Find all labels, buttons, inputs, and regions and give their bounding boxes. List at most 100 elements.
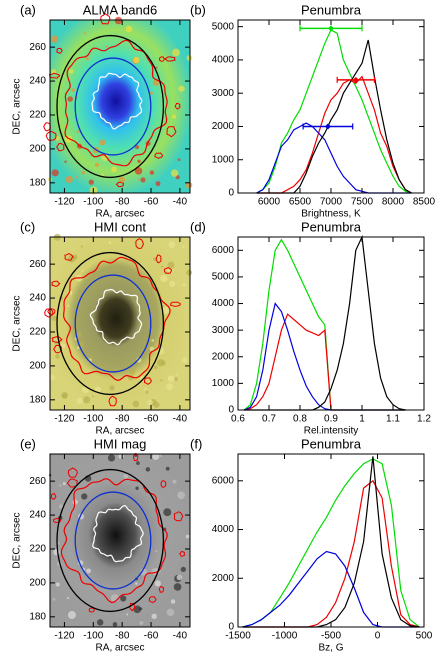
map-texture bbox=[161, 265, 164, 268]
map-texture bbox=[101, 153, 109, 162]
red-contour bbox=[67, 467, 78, 478]
x-tick-label: -80 bbox=[115, 631, 130, 642]
red-contour bbox=[50, 493, 57, 500]
x-tick-label: -500 bbox=[321, 631, 341, 642]
map-texture bbox=[135, 486, 139, 490]
map-texture bbox=[126, 613, 129, 616]
plot-frame bbox=[49, 236, 191, 411]
y-tick-label: 2000 bbox=[212, 573, 235, 584]
x-tick-label: 8000 bbox=[382, 197, 405, 208]
map-texture bbox=[152, 453, 160, 460]
y-tick-label: 0 bbox=[228, 188, 234, 199]
x-tick-label: 1.1 bbox=[386, 414, 400, 425]
map-texture bbox=[169, 280, 176, 287]
x-tick-label: 0.7 bbox=[262, 414, 276, 425]
map-texture bbox=[163, 508, 172, 517]
map bbox=[48, 452, 190, 627]
panel-label: (a) bbox=[20, 2, 36, 17]
y-tick-label: 220 bbox=[29, 110, 46, 121]
panel-title: Penumbra bbox=[301, 219, 362, 234]
map-texture bbox=[155, 181, 161, 187]
x-tick-label: 0 bbox=[375, 631, 381, 642]
map-texture bbox=[180, 566, 186, 573]
map-texture bbox=[172, 114, 177, 119]
map-texture bbox=[151, 339, 155, 342]
y-tick-label: 2000 bbox=[212, 121, 235, 132]
map-texture bbox=[145, 467, 151, 472]
map-texture bbox=[81, 493, 88, 500]
map-texture bbox=[172, 48, 180, 57]
panel-label: (f) bbox=[190, 436, 202, 451]
y-tick-label: 3000 bbox=[212, 325, 235, 336]
map-texture bbox=[100, 173, 104, 177]
x-tick-label: 7500 bbox=[351, 197, 374, 208]
panel-title: HMI mag bbox=[94, 436, 147, 451]
red-contour bbox=[155, 254, 162, 264]
outer-ellipse bbox=[56, 34, 165, 179]
map-texture bbox=[71, 88, 76, 93]
y-tick-label: 260 bbox=[29, 476, 46, 487]
x-axis-label: Bz, G bbox=[318, 643, 343, 654]
map-texture bbox=[94, 386, 102, 393]
red-contour bbox=[179, 550, 186, 557]
x-tick-label: -40 bbox=[173, 631, 188, 642]
red-contour bbox=[43, 122, 51, 132]
map-texture bbox=[107, 454, 116, 462]
red-contour bbox=[158, 585, 165, 593]
map-texture bbox=[138, 178, 141, 181]
map-texture bbox=[69, 69, 74, 74]
map-texture bbox=[64, 160, 67, 163]
map-texture bbox=[50, 35, 59, 43]
red-contour bbox=[64, 253, 74, 261]
map-texture bbox=[59, 504, 64, 509]
map-texture bbox=[81, 170, 86, 175]
map-texture bbox=[86, 568, 91, 574]
y-axis-label: DEC, arcsec bbox=[12, 295, 23, 351]
map-texture bbox=[182, 283, 186, 287]
red-contour bbox=[160, 480, 167, 488]
x-tick-label: -1500 bbox=[225, 631, 251, 642]
red-contour bbox=[45, 130, 57, 141]
map-texture bbox=[83, 32, 86, 35]
map-texture bbox=[67, 304, 70, 307]
red-contour bbox=[56, 142, 65, 152]
x-tick-label: -60 bbox=[144, 414, 159, 425]
y-tick-label: 260 bbox=[29, 42, 46, 53]
map-texture bbox=[52, 598, 56, 601]
x-tick-label: -60 bbox=[144, 197, 159, 208]
map-texture bbox=[153, 365, 158, 370]
map-texture bbox=[168, 241, 176, 248]
red-contour bbox=[173, 511, 184, 522]
map-texture bbox=[85, 56, 89, 61]
map-texture bbox=[120, 595, 127, 602]
y-tick-label: 0 bbox=[228, 622, 234, 633]
map-texture bbox=[181, 357, 188, 363]
histogram-line bbox=[243, 302, 406, 411]
map-texture bbox=[153, 401, 160, 408]
y-tick-label: 200 bbox=[29, 144, 46, 155]
panel-title: Penumbra bbox=[301, 2, 362, 17]
y-tick-label: 260 bbox=[29, 259, 46, 270]
map-texture bbox=[151, 613, 157, 620]
panel-title: HMI cont bbox=[94, 219, 146, 234]
x-tick-label: 0.8 bbox=[293, 414, 307, 425]
x-tick-label: 0.9 bbox=[324, 414, 338, 425]
x-tick-label: 1 bbox=[359, 414, 365, 425]
map-texture bbox=[182, 245, 185, 248]
x-tick-label: -40 bbox=[173, 197, 188, 208]
y-tick-label: 5000 bbox=[212, 21, 235, 32]
map-texture bbox=[159, 454, 163, 458]
map-texture bbox=[176, 373, 179, 376]
map-texture bbox=[149, 346, 155, 352]
map-texture bbox=[140, 568, 148, 576]
map-texture bbox=[136, 461, 140, 465]
map-texture bbox=[137, 159, 141, 164]
red-contour bbox=[115, 181, 125, 188]
x-axis-label: RA, arcsec bbox=[96, 426, 145, 437]
map-texture bbox=[160, 360, 166, 366]
map-texture bbox=[186, 55, 193, 61]
map-texture bbox=[133, 605, 142, 614]
red-contour bbox=[143, 377, 152, 385]
map-texture bbox=[49, 374, 56, 381]
y-tick-label: 4000 bbox=[212, 524, 235, 535]
